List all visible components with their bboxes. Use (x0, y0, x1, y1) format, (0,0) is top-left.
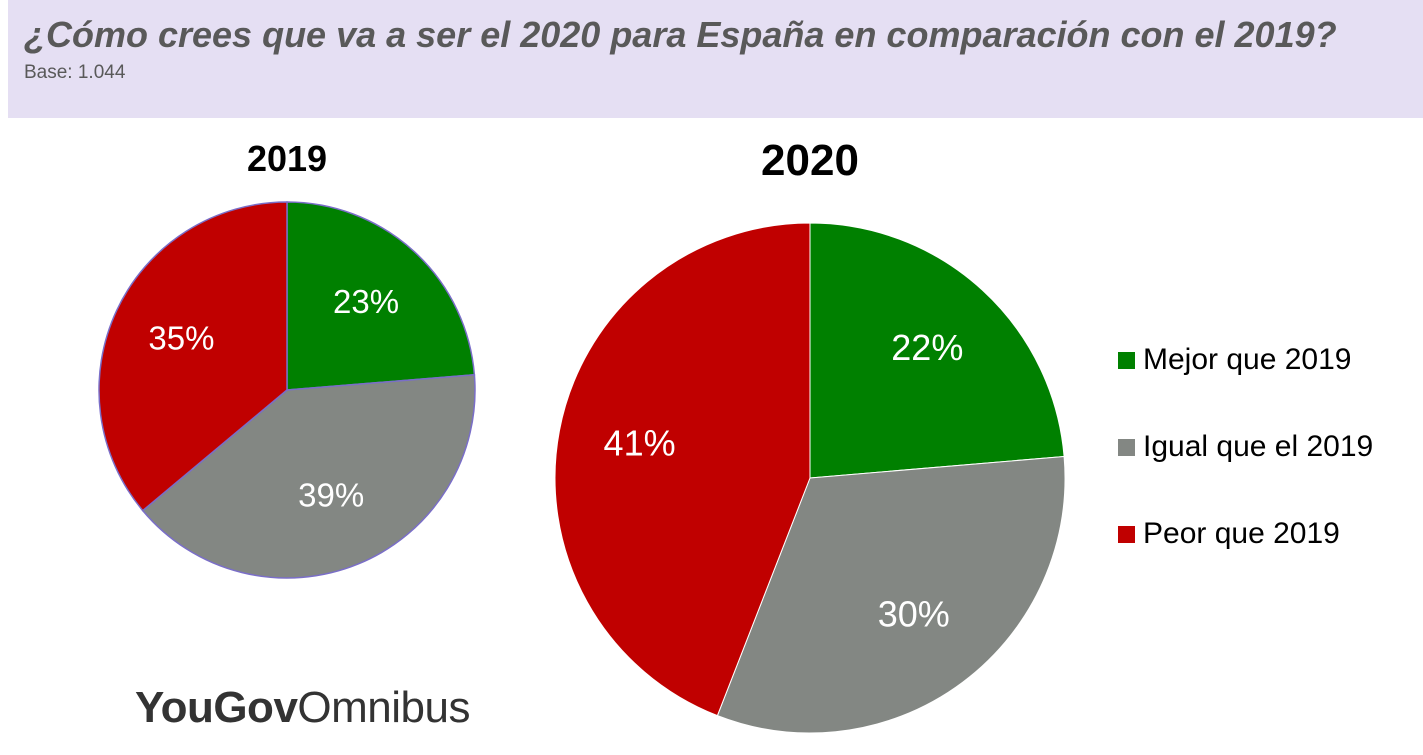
logo-light-text: Omnibus (297, 683, 470, 732)
yougov-omnibus-logo: YouGovOmnibus (135, 683, 470, 733)
legend-item-peor: Peor que 2019 (1118, 512, 1373, 556)
pie-slice-2019-igual (141, 373, 476, 579)
pie-label-2019-igual: 39% (298, 477, 364, 514)
legend-swatch-mejor (1118, 351, 1135, 369)
pie-slice-2020-peor (554, 222, 811, 717)
legend-item-igual: Igual que el 2019 (1118, 425, 1373, 469)
pie-title-2019: 2019 (246, 138, 328, 179)
legend-label-igual: Igual que el 2019 (1143, 430, 1374, 463)
legend-swatch-peor (1118, 525, 1135, 543)
pie-slice-2020-igual (716, 455, 1066, 734)
pie-label-2019-mejor: 23% (333, 283, 399, 320)
chart-subtitle: Base: 1.044 (24, 62, 126, 83)
legend-label-peor: Peor que 2019 (1143, 517, 1340, 550)
pie-label-2020-mejor: 22% (891, 327, 963, 368)
pie-title-2020: 2020 (761, 136, 859, 185)
pie-slice-2019-peor (98, 201, 288, 512)
pie-label-2020-peor: 41% (604, 422, 676, 463)
pie-slice-2019-mejor (286, 201, 476, 391)
legend-item-mejor: Mejor que 2019 (1118, 338, 1373, 382)
legend-label-mejor: Mejor que 2019 (1143, 343, 1352, 376)
pie-label-2020-igual: 30% (878, 593, 950, 634)
logo-bold-text: YouGov (135, 683, 298, 732)
pie-label-2019-peor: 35% (148, 319, 214, 356)
legend-swatch-igual (1118, 438, 1135, 456)
header-banner: ¿Cómo crees que va a ser el 2020 para Es… (8, 0, 1423, 118)
chart-title: ¿Cómo crees que va a ser el 2020 para Es… (24, 14, 1337, 55)
pie-slice-2020-mejor (809, 222, 1065, 479)
legend: Mejor que 2019 Igual que el 2019 Peor qu… (1118, 338, 1373, 599)
